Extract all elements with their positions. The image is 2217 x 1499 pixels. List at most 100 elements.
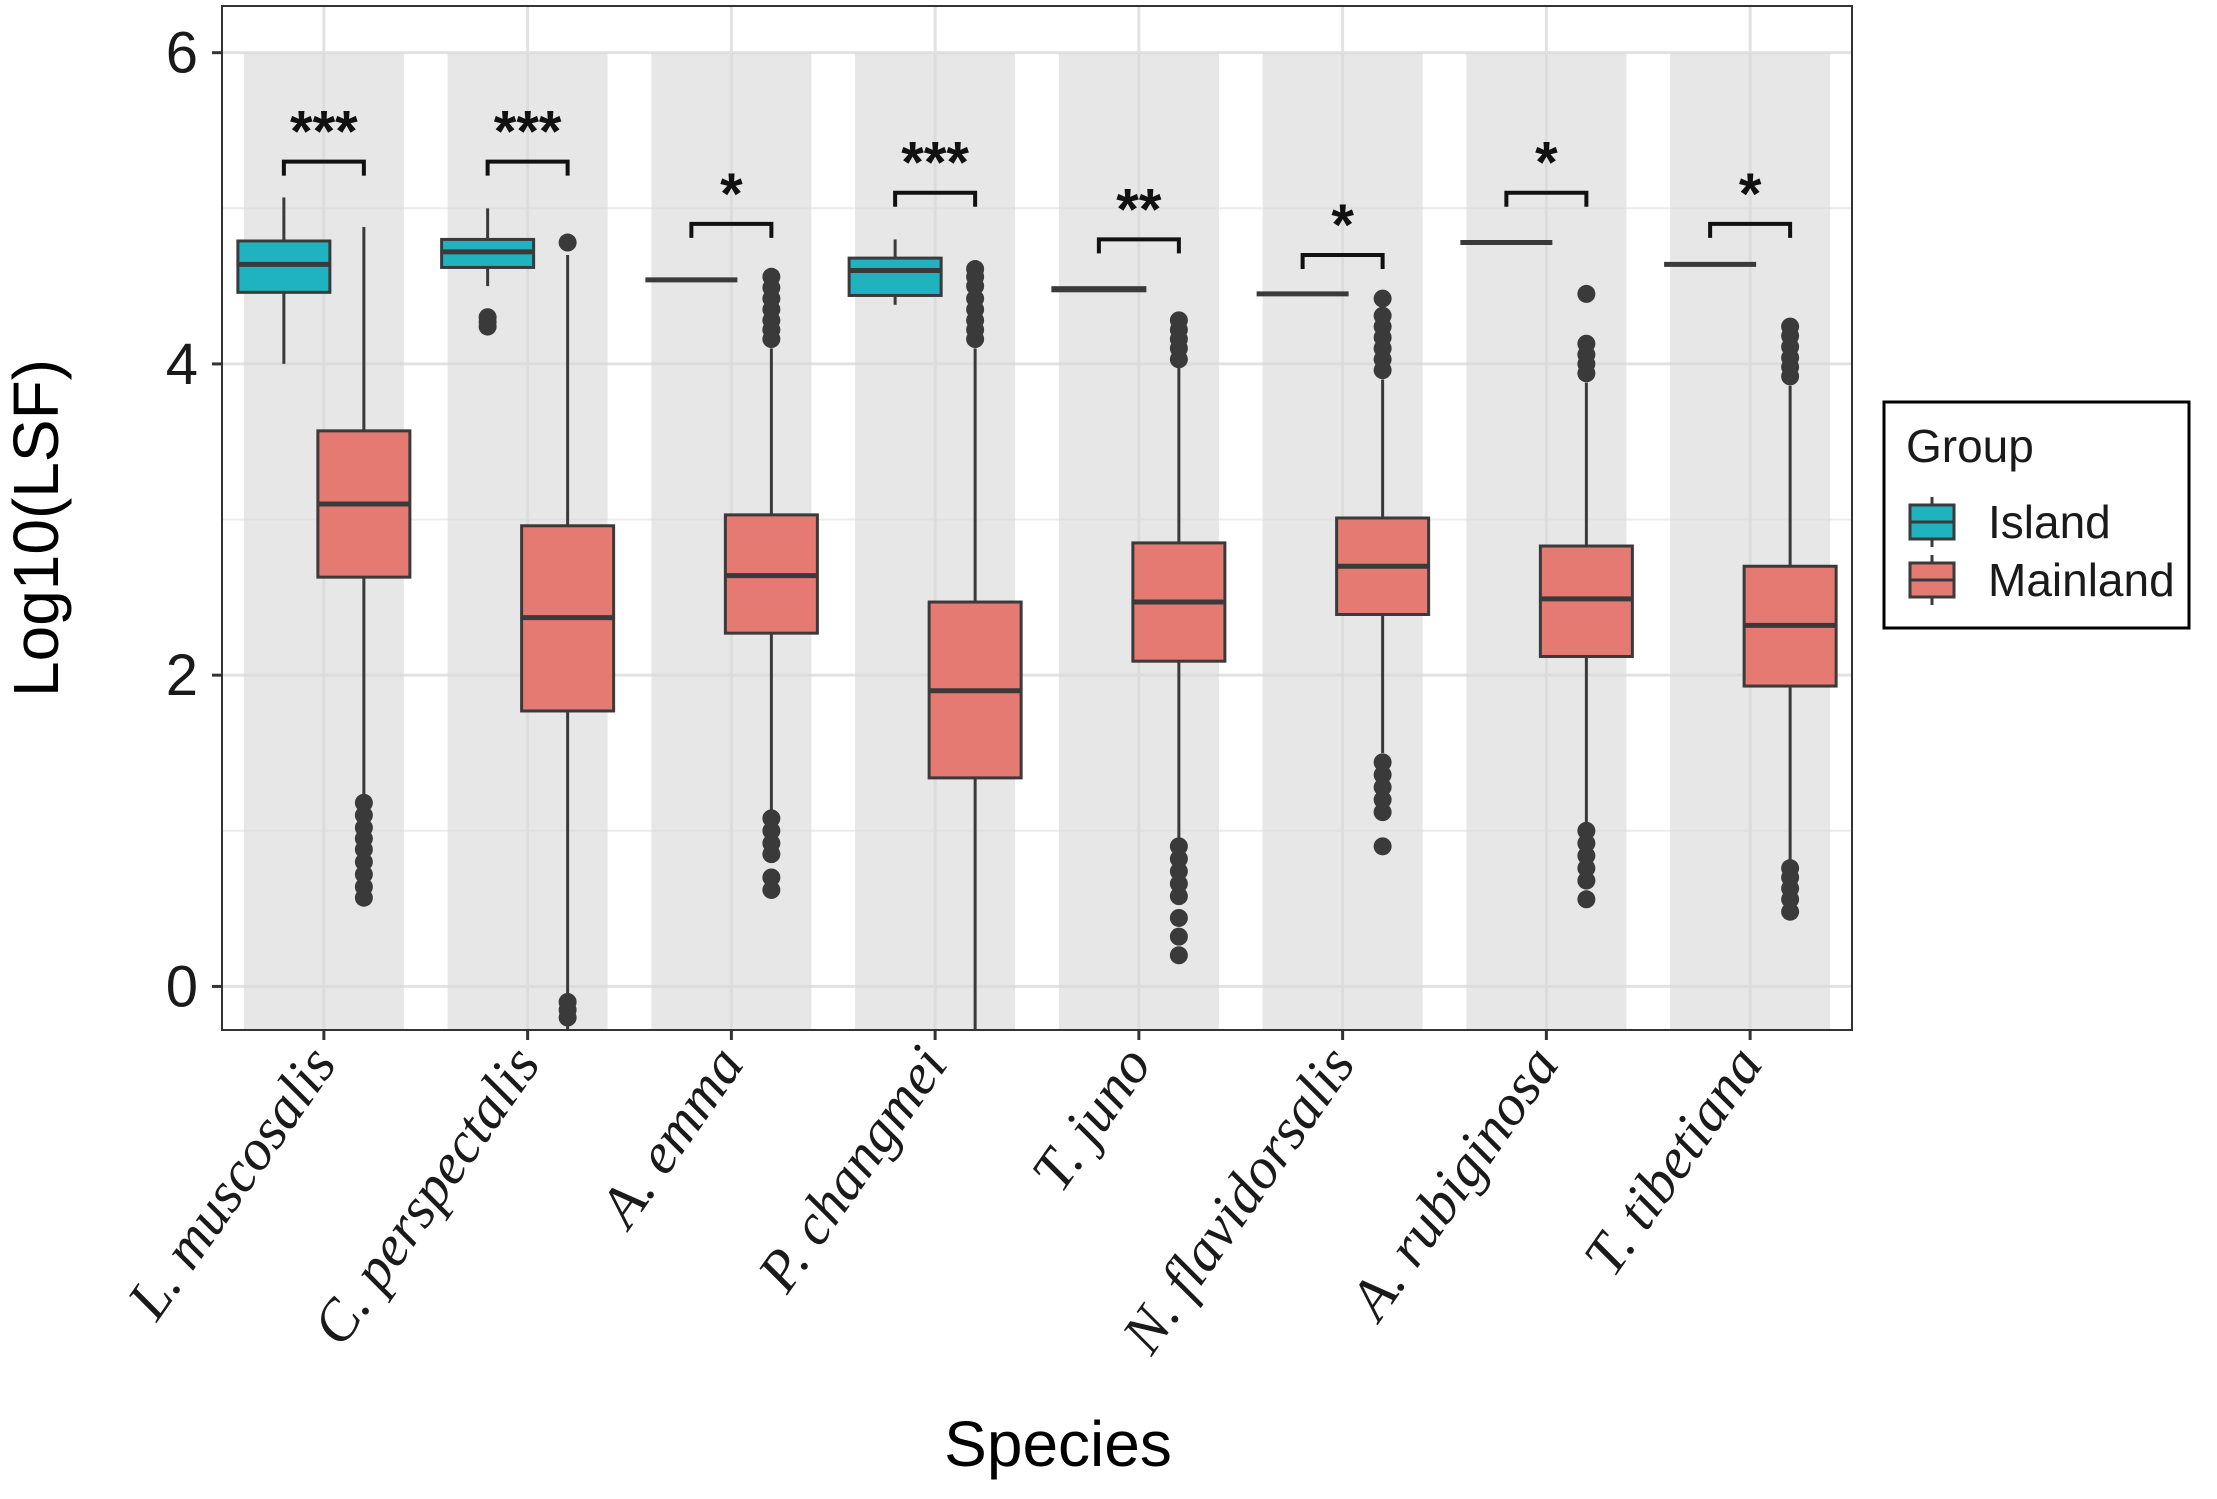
legend-entry-island: Island xyxy=(1908,496,2111,548)
significance-label: *** xyxy=(901,131,969,196)
box-mainland-8 xyxy=(1742,317,1838,921)
box-mainland-2 xyxy=(520,233,616,1030)
significance-bracket xyxy=(485,159,570,176)
outlier-point xyxy=(354,888,373,907)
outlier-point xyxy=(1577,871,1596,890)
outlier-point xyxy=(1577,859,1596,878)
outlier-point xyxy=(1373,753,1392,772)
outlier-point xyxy=(1373,306,1392,325)
box-mainland-7 xyxy=(1538,284,1634,909)
outlier-point xyxy=(1577,834,1596,853)
y-tick-label: 4 xyxy=(166,332,198,397)
significance-label: * xyxy=(1739,162,1762,227)
outlier-point xyxy=(1169,927,1188,946)
outlier-point xyxy=(1373,837,1392,856)
outlier-point xyxy=(1781,317,1800,336)
outlier-point xyxy=(762,821,781,840)
significance-label: ** xyxy=(1116,177,1162,242)
legend-entry-mainland: Mainland xyxy=(1908,554,2175,606)
significance-5: ** xyxy=(1096,177,1181,254)
outlier-point xyxy=(1781,890,1800,909)
significance-bracket xyxy=(1300,252,1385,269)
box-island-5 xyxy=(1051,286,1147,293)
outlier-point xyxy=(354,865,373,884)
outlier-point xyxy=(1373,778,1392,797)
legend-label-island: Island xyxy=(1988,496,2111,548)
legend: Group Island Mainland xyxy=(1882,400,2191,630)
significance-bracket xyxy=(1708,221,1793,238)
outlier-point xyxy=(1781,902,1800,921)
significance-bracket xyxy=(893,190,978,207)
significance-1: *** xyxy=(281,100,366,176)
outlier-point xyxy=(1169,874,1188,893)
outlier-point xyxy=(762,845,781,864)
box-mainland-4 xyxy=(927,260,1023,1030)
significance-label: *** xyxy=(290,100,358,165)
outlier-point xyxy=(354,852,373,871)
significance-2: *** xyxy=(485,100,570,176)
outlier-point xyxy=(1169,887,1188,906)
outlier-point xyxy=(354,840,373,859)
outlier-point xyxy=(966,289,985,308)
legend-title: Group xyxy=(1906,420,2034,472)
outlier-point xyxy=(1373,790,1392,809)
legend-label-mainland: Mainland xyxy=(1988,554,2175,606)
outlier-point xyxy=(762,809,781,828)
outlier-point xyxy=(1169,908,1188,927)
significance-label: * xyxy=(1331,193,1354,258)
outlier-point xyxy=(1373,765,1392,784)
x-axis-title: Species xyxy=(944,1408,1172,1480)
outlier-point xyxy=(1577,821,1596,840)
significance-label: *** xyxy=(494,100,562,165)
outlier-point xyxy=(1577,890,1596,909)
significance-label: * xyxy=(1535,131,1558,196)
significance-3: * xyxy=(689,162,774,238)
outlier-point xyxy=(1373,289,1392,308)
outlier-point xyxy=(1577,846,1596,865)
significance-bracket xyxy=(281,159,366,176)
box-iqr xyxy=(847,256,943,297)
significance-label: * xyxy=(720,162,743,227)
species-band xyxy=(1670,52,1831,1030)
outlier-point xyxy=(762,267,781,286)
species-band xyxy=(1058,52,1219,1030)
significance-bracket xyxy=(1096,237,1181,254)
outlier-point xyxy=(1577,284,1596,303)
species-band xyxy=(1466,52,1627,1030)
y-tick-label: 6 xyxy=(166,21,198,86)
outlier-point xyxy=(1169,946,1188,965)
box-island-1 xyxy=(236,197,332,364)
outlier-point xyxy=(966,260,985,279)
outlier-point xyxy=(558,233,577,252)
significance-6: * xyxy=(1300,193,1385,269)
significance-8: * xyxy=(1708,162,1793,238)
outlier-point xyxy=(1169,311,1188,330)
box-mainland-6 xyxy=(1335,289,1431,856)
outlier-point xyxy=(1169,862,1188,881)
y-tick-label: 2 xyxy=(166,643,198,708)
outlier-point xyxy=(762,880,781,899)
outlier-point xyxy=(762,868,781,887)
outlier-point xyxy=(354,806,373,825)
species-band xyxy=(855,52,1016,1030)
box-mainland-1 xyxy=(316,226,412,907)
outlier-point xyxy=(1577,334,1596,353)
significance-4: *** xyxy=(893,131,978,207)
outlier-point xyxy=(558,1008,577,1027)
y-axis: 0 2 4 6 xyxy=(166,21,222,1019)
box-island-2 xyxy=(440,208,536,336)
box-island-4 xyxy=(847,239,943,305)
plot-panel: *** **** ***** ** * xyxy=(221,5,1853,1031)
box-mainland-3 xyxy=(723,267,819,899)
panel-border xyxy=(221,5,1853,1031)
y-tick-label: 0 xyxy=(166,954,198,1019)
outlier-point xyxy=(1169,837,1188,856)
outlier-point xyxy=(354,793,373,812)
significance-bracket xyxy=(689,221,774,238)
y-axis-title: Log10(LSF) xyxy=(0,359,72,697)
significance-7: * xyxy=(1504,131,1589,207)
outlier-point xyxy=(1373,803,1392,822)
outlier-point xyxy=(478,308,497,327)
significance-bracket xyxy=(1504,190,1589,207)
